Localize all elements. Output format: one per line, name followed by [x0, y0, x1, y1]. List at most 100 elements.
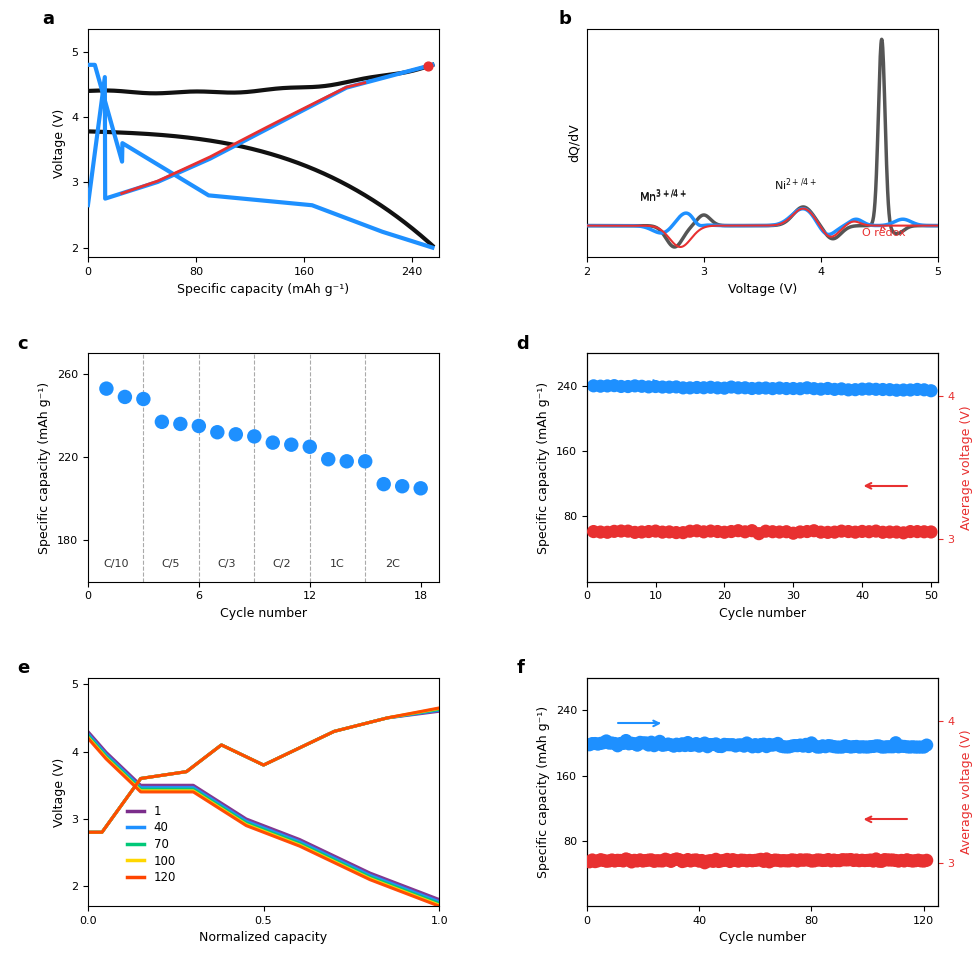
Point: [849, 852, 865, 868]
Point: [862, 524, 877, 540]
Text: e: e: [18, 659, 30, 677]
Point: [629, 853, 645, 869]
Point: [818, 853, 833, 869]
Point: [843, 852, 859, 868]
Point: [671, 737, 687, 753]
Point: [799, 380, 815, 395]
Point: [795, 738, 811, 754]
Point: [682, 380, 698, 395]
Point: [610, 852, 625, 868]
Point: [683, 853, 699, 869]
Point: [843, 739, 859, 755]
Text: f: f: [517, 659, 525, 677]
Point: [626, 736, 642, 751]
Point: [789, 853, 805, 869]
Point: [581, 854, 597, 870]
Point: [756, 854, 772, 870]
Point: [815, 853, 830, 869]
Point: [837, 738, 853, 754]
Point: [875, 524, 891, 540]
Point: [913, 739, 929, 755]
Point: [655, 524, 670, 540]
Point: [910, 523, 925, 539]
Point: [705, 854, 721, 870]
Point: [889, 383, 905, 398]
Point: [916, 853, 932, 869]
Point: [908, 853, 923, 869]
Y-axis label: Voltage (V): Voltage (V): [53, 758, 65, 826]
Point: [737, 738, 752, 754]
Point: [702, 380, 718, 395]
Point: [854, 523, 870, 539]
Point: [722, 737, 738, 753]
Point: [750, 739, 766, 755]
Point: [846, 739, 862, 755]
Point: [680, 852, 696, 868]
X-axis label: Normalized capacity: Normalized capacity: [199, 931, 327, 945]
Point: [792, 381, 808, 396]
Point: [689, 523, 704, 539]
Point: [660, 852, 676, 868]
Point: [885, 852, 901, 868]
Point: [376, 476, 392, 492]
Point: [593, 736, 609, 751]
Point: [724, 523, 740, 539]
Point: [702, 853, 718, 869]
Point: [854, 852, 870, 868]
Point: [709, 523, 725, 539]
Point: [700, 739, 715, 755]
Point: [635, 853, 651, 869]
Point: [607, 523, 622, 539]
Point: [891, 853, 907, 869]
Point: [863, 852, 878, 868]
Point: [875, 382, 891, 397]
Point: [716, 853, 732, 869]
Point: [809, 739, 825, 755]
Point: [882, 739, 898, 755]
Point: [593, 379, 609, 394]
Point: [692, 853, 707, 869]
Point: [831, 853, 847, 869]
Point: [696, 380, 711, 395]
Point: [734, 737, 749, 753]
Point: [744, 381, 760, 396]
Point: [677, 737, 693, 753]
Point: [634, 524, 650, 540]
Point: [283, 437, 299, 452]
Point: [753, 851, 769, 867]
Point: [847, 382, 863, 397]
Point: [860, 739, 875, 755]
Point: [916, 524, 932, 540]
Point: [584, 736, 600, 751]
Point: [854, 739, 870, 755]
Point: [647, 853, 662, 869]
Point: [910, 382, 925, 397]
Point: [860, 853, 875, 869]
Point: [635, 736, 651, 751]
Point: [666, 852, 682, 868]
Point: [840, 523, 856, 539]
Point: [136, 391, 151, 407]
Point: [607, 378, 622, 393]
Point: [888, 853, 904, 869]
Point: [644, 852, 659, 868]
Point: [786, 381, 801, 396]
Point: [840, 738, 856, 754]
Point: [854, 382, 870, 397]
Point: [716, 524, 732, 540]
Point: [765, 524, 781, 540]
Point: [586, 378, 602, 393]
Point: [871, 738, 887, 754]
Point: [600, 524, 616, 540]
Point: [632, 852, 648, 868]
Point: [873, 739, 889, 755]
Point: [154, 415, 170, 430]
Point: [744, 739, 760, 755]
Point: [833, 523, 849, 539]
Point: [339, 454, 355, 469]
Point: [801, 738, 817, 754]
Point: [911, 739, 926, 755]
Point: [669, 851, 685, 867]
Point: [896, 738, 912, 754]
Point: [847, 524, 863, 540]
